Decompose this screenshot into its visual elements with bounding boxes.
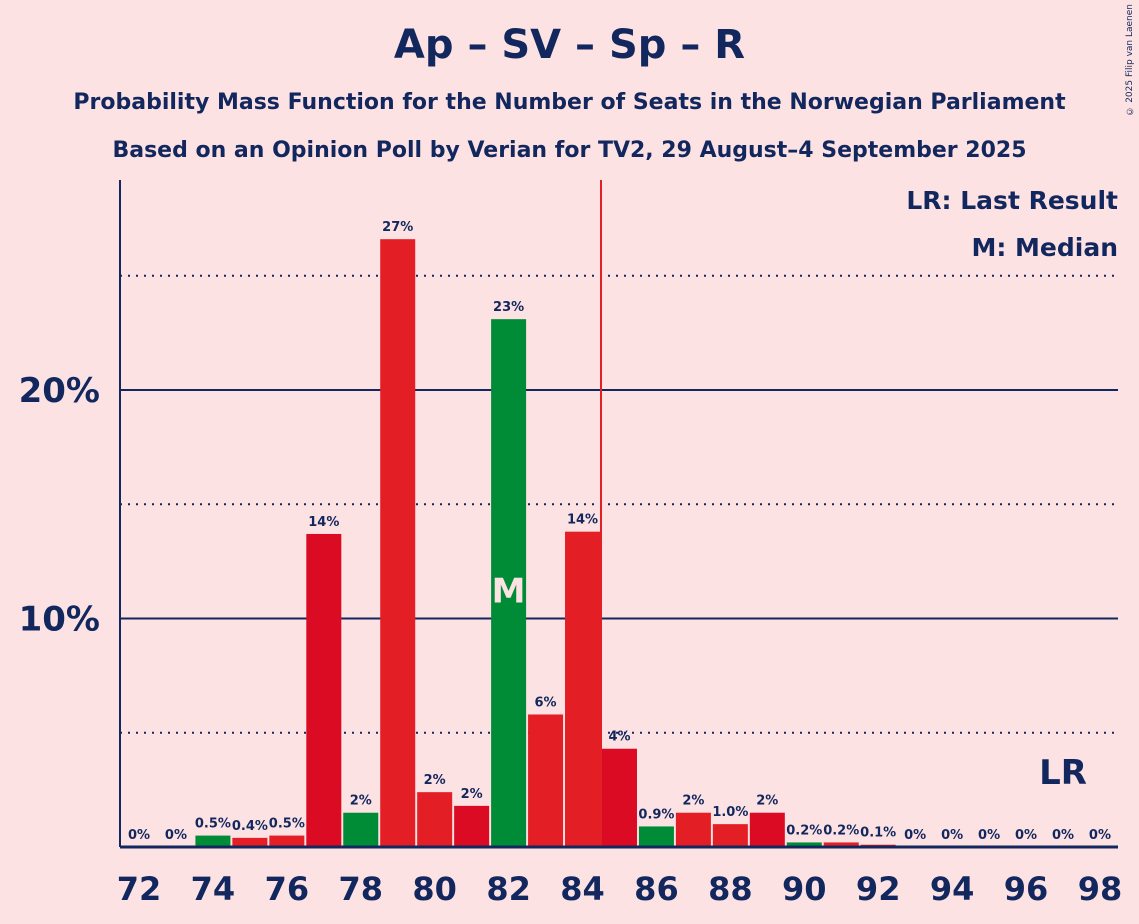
data-label-97: 0% bbox=[1052, 828, 1074, 843]
last-result-label: LR bbox=[1039, 753, 1087, 793]
x-tick-label: 92 bbox=[856, 870, 901, 908]
bar-74 bbox=[195, 835, 231, 847]
bar-87 bbox=[675, 812, 711, 847]
data-label-76: 0.5% bbox=[269, 817, 305, 832]
x-tick-label: 84 bbox=[560, 870, 605, 908]
data-label-88: 1.0% bbox=[712, 805, 748, 820]
data-label-93: 0% bbox=[904, 828, 926, 843]
chart-subtitle: Probability Mass Function for the Number… bbox=[73, 90, 1066, 115]
data-label-80: 2% bbox=[424, 773, 446, 788]
data-label-98: 0% bbox=[1089, 828, 1111, 843]
x-tick-label: 90 bbox=[782, 870, 827, 908]
y-tick-label: 10% bbox=[19, 600, 100, 640]
data-label-82: 23% bbox=[493, 300, 524, 315]
legend-entry: M: Median bbox=[971, 233, 1118, 262]
data-label-95: 0% bbox=[978, 828, 1000, 843]
x-tick-label: 86 bbox=[634, 870, 679, 908]
chart-subtitle-2: Based on an Opinion Poll by Verian for T… bbox=[112, 138, 1027, 163]
bar-88 bbox=[712, 824, 748, 847]
x-tick-label: 96 bbox=[1004, 870, 1049, 908]
data-label-74: 0.5% bbox=[195, 817, 231, 832]
x-tick-label: 74 bbox=[191, 870, 236, 908]
bar-78 bbox=[343, 812, 379, 847]
x-tick-label: 82 bbox=[486, 870, 531, 908]
data-label-73: 0% bbox=[165, 828, 187, 843]
data-label-85: 4% bbox=[608, 730, 630, 745]
data-label-83: 6% bbox=[535, 695, 557, 710]
x-tick-label: 76 bbox=[265, 870, 310, 908]
data-label-94: 0% bbox=[941, 828, 963, 843]
data-label-87: 2% bbox=[682, 794, 704, 809]
data-label-75: 0.4% bbox=[232, 819, 268, 834]
data-label-90: 0.2% bbox=[786, 823, 822, 838]
x-tick-label: 80 bbox=[412, 870, 457, 908]
data-label-86: 0.9% bbox=[638, 807, 674, 822]
data-label-79: 27% bbox=[382, 220, 413, 235]
x-tick-label: 94 bbox=[930, 870, 975, 908]
bar-82 bbox=[491, 319, 527, 847]
data-label-72: 0% bbox=[128, 828, 150, 843]
bar-84 bbox=[565, 531, 601, 847]
data-label-91: 0.2% bbox=[823, 823, 859, 838]
bar-86 bbox=[638, 826, 674, 847]
bar-85 bbox=[601, 748, 637, 847]
data-label-89: 2% bbox=[756, 794, 778, 809]
legend-entry: LR: Last Result bbox=[906, 186, 1118, 215]
bar-89 bbox=[749, 812, 785, 847]
y-tick-label: 20% bbox=[19, 371, 100, 411]
data-label-81: 2% bbox=[461, 787, 483, 802]
data-label-78: 2% bbox=[350, 794, 372, 809]
bar-80 bbox=[417, 792, 453, 847]
x-tick-label: 88 bbox=[708, 870, 753, 908]
chart-title: Ap – SV – Sp – R bbox=[393, 22, 746, 68]
median-marker: M bbox=[492, 572, 526, 612]
bar-76 bbox=[269, 835, 305, 847]
bar-77 bbox=[306, 533, 342, 847]
bar-91 bbox=[823, 842, 859, 847]
bar-83 bbox=[528, 714, 564, 847]
bar-79 bbox=[380, 239, 416, 847]
bar-81 bbox=[454, 805, 490, 847]
data-label-77: 14% bbox=[308, 515, 339, 530]
data-label-92: 0.1% bbox=[860, 826, 896, 841]
bar-90 bbox=[786, 842, 822, 847]
x-tick-label: 78 bbox=[338, 870, 383, 908]
bar-75 bbox=[232, 837, 268, 847]
x-tick-label: 98 bbox=[1078, 870, 1123, 908]
data-label-96: 0% bbox=[1015, 828, 1037, 843]
x-tick-label: 72 bbox=[117, 870, 162, 908]
data-label-84: 14% bbox=[567, 513, 598, 528]
